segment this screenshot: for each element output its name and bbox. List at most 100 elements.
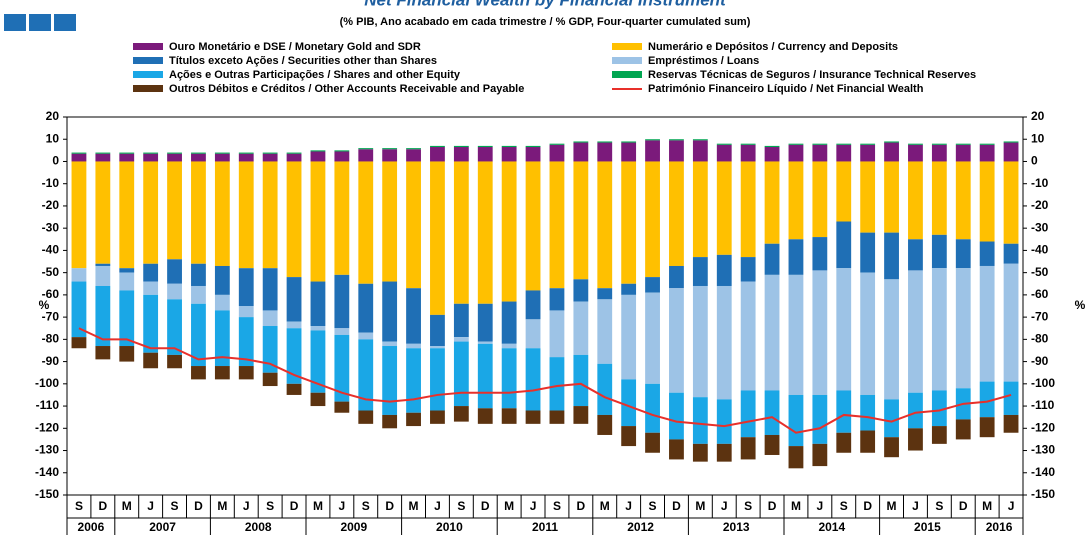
bar-segment bbox=[716, 144, 732, 162]
x-tick-label: M bbox=[217, 499, 227, 513]
x-tick-label: S bbox=[744, 499, 752, 513]
y-tick-label: 0 bbox=[52, 154, 59, 168]
bar-segment bbox=[214, 265, 230, 295]
bar-segment bbox=[669, 161, 684, 266]
y-axis-label: % bbox=[39, 298, 50, 312]
y-tick-label: -60 bbox=[42, 287, 60, 301]
bar-segment bbox=[238, 152, 254, 154]
bar-segment bbox=[764, 243, 780, 275]
bar-segment bbox=[334, 401, 350, 413]
bar-segment bbox=[382, 161, 398, 282]
bar-segment bbox=[788, 239, 804, 275]
bar-segment bbox=[358, 332, 374, 340]
bar-segment bbox=[406, 148, 421, 150]
bar-segment bbox=[836, 390, 852, 433]
bar-segment bbox=[501, 348, 517, 409]
bar-segment bbox=[669, 288, 684, 393]
bar-segment bbox=[884, 142, 899, 162]
x-tick-label: J bbox=[817, 499, 824, 513]
bar-segment bbox=[621, 161, 637, 284]
bar-segment bbox=[430, 147, 445, 162]
bar-segment bbox=[310, 326, 326, 331]
bar-segment bbox=[453, 161, 469, 304]
y-tick-label: -110 bbox=[36, 398, 60, 412]
bar-segment bbox=[597, 363, 613, 415]
bar-segment bbox=[430, 346, 445, 349]
y2-tick-label: -140 bbox=[1031, 465, 1055, 479]
x-tick-label: J bbox=[243, 499, 250, 513]
bar-segment bbox=[286, 153, 302, 162]
bar-segment bbox=[692, 139, 708, 141]
bar-segment bbox=[310, 392, 326, 407]
x-tick-label: M bbox=[600, 499, 610, 513]
y-tick-label: -20 bbox=[42, 198, 60, 212]
y2-tick-label: -120 bbox=[1031, 420, 1055, 434]
x-tick-label: S bbox=[649, 499, 657, 513]
bar-segment bbox=[931, 390, 947, 427]
bar-segment bbox=[669, 265, 684, 289]
y2-tick-label: -80 bbox=[1031, 332, 1049, 346]
bar-segment bbox=[979, 143, 995, 145]
bar-segment bbox=[1003, 142, 1019, 162]
bar-segment bbox=[238, 153, 254, 162]
y-tick-label: -70 bbox=[42, 309, 60, 323]
bar-segment bbox=[238, 161, 254, 269]
bar-segment bbox=[214, 153, 230, 162]
y2-tick-label: -150 bbox=[1031, 487, 1055, 501]
bar-segment bbox=[1003, 263, 1019, 382]
bar-segment bbox=[740, 390, 756, 438]
bar-segment bbox=[788, 144, 804, 162]
y-tick-label: -80 bbox=[42, 332, 60, 346]
y2-tick-label: -90 bbox=[1031, 354, 1049, 368]
bar-segment bbox=[692, 257, 708, 286]
bar-segment bbox=[812, 270, 828, 395]
bar-segment bbox=[430, 145, 445, 148]
bar-segment bbox=[214, 294, 230, 311]
bar-segment bbox=[860, 232, 876, 273]
bar-segment bbox=[214, 310, 230, 367]
bar-segment bbox=[931, 143, 947, 145]
x-year-label: 2016 bbox=[986, 520, 1013, 534]
bar-segment bbox=[453, 303, 469, 338]
bar-segment bbox=[453, 337, 469, 342]
bar-segment bbox=[143, 153, 159, 162]
x-tick-label: M bbox=[122, 499, 132, 513]
bar-segment bbox=[191, 285, 206, 304]
bar-segment bbox=[812, 144, 828, 162]
x-year-label: 2015 bbox=[914, 520, 941, 534]
bar-segment bbox=[645, 161, 660, 278]
bar-segment bbox=[382, 341, 398, 347]
bar-segment bbox=[143, 281, 159, 295]
bar-segment bbox=[525, 319, 541, 349]
y-tick-label: -90 bbox=[42, 354, 60, 368]
bar-segment bbox=[453, 145, 469, 148]
bar-segment bbox=[286, 328, 302, 384]
bar-segment bbox=[334, 328, 350, 335]
x-tick-label: S bbox=[935, 499, 943, 513]
bar-segment bbox=[191, 161, 206, 264]
legend-swatch bbox=[612, 43, 642, 50]
x-tick-label: D bbox=[481, 499, 490, 513]
bar-segment bbox=[191, 152, 206, 154]
bar-segment bbox=[286, 321, 302, 329]
bar-segment bbox=[262, 372, 278, 387]
bar-segment bbox=[573, 141, 589, 143]
bar-segment bbox=[812, 237, 828, 271]
bar-segment bbox=[692, 285, 708, 398]
line-series bbox=[78, 327, 1012, 434]
x-year-label: 2013 bbox=[723, 520, 750, 534]
x-tick-label: S bbox=[457, 499, 465, 513]
x-tick-label: J bbox=[721, 499, 728, 513]
bar-segment bbox=[836, 144, 852, 162]
bar-segment bbox=[167, 161, 182, 260]
bar-segment bbox=[167, 354, 182, 369]
legend-label: Numerário e Depósitos / Currency and Dep… bbox=[648, 41, 898, 53]
bar-segment bbox=[740, 143, 756, 145]
bar-segment bbox=[645, 432, 660, 453]
bar-segment bbox=[549, 144, 565, 162]
bar-segment bbox=[191, 366, 206, 380]
bar-segment bbox=[382, 414, 398, 429]
y-tick-label: -30 bbox=[42, 220, 60, 234]
bar-segment bbox=[382, 149, 398, 162]
bar-segment bbox=[358, 149, 374, 162]
